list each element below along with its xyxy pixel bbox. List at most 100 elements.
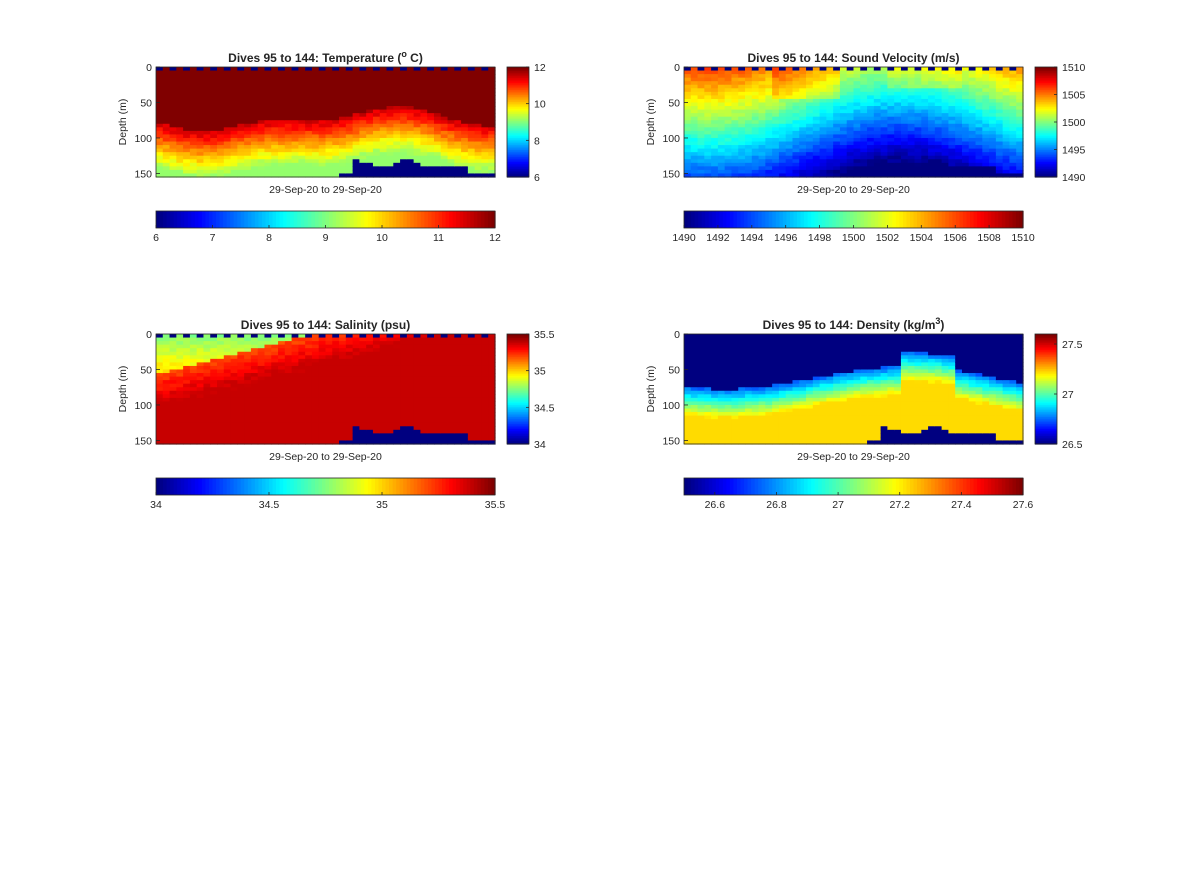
heatmap-cell <box>203 408 211 413</box>
heatmap-cell <box>393 419 401 424</box>
heatmap-cell <box>325 387 333 392</box>
heatmap-cell <box>792 123 800 128</box>
heatmap-cell <box>393 155 401 160</box>
heatmap-cell <box>731 373 739 378</box>
heatmap-cell <box>372 365 381 371</box>
heatmap-cell <box>826 173 834 178</box>
heatmap-cell <box>873 106 882 111</box>
heatmap-cell <box>345 84 354 89</box>
heatmap-cell <box>481 130 489 136</box>
heatmap-cell <box>162 130 171 136</box>
heatmap-cell <box>298 116 306 121</box>
heatmap-cell <box>325 436 333 442</box>
heatmap-cell <box>393 166 401 171</box>
heatmap-cell <box>305 404 313 410</box>
heatmap-cell <box>156 355 164 360</box>
heatmap-cell <box>765 102 773 107</box>
heatmap-cell <box>812 123 821 128</box>
heatmap-cell <box>413 344 422 349</box>
heatmap-cell <box>162 88 171 93</box>
heatmap-cell <box>467 81 476 86</box>
heatmap-cell <box>853 152 861 157</box>
heatmap-cell <box>257 102 266 107</box>
heatmap-cell <box>948 81 956 86</box>
heatmap-cell <box>819 91 827 96</box>
heatmap-cell <box>799 109 807 114</box>
heatmap-cell <box>731 394 739 399</box>
y-tick-label: 100 <box>134 400 152 412</box>
heatmap-cell <box>995 127 1004 132</box>
heatmap-cell <box>704 130 712 136</box>
heatmap-cell <box>203 401 211 406</box>
heatmap-cell <box>223 362 232 367</box>
heatmap-cell <box>481 152 489 157</box>
heatmap-cell <box>1009 95 1017 100</box>
heatmap-cell <box>183 77 191 82</box>
heatmap-cell <box>420 148 428 153</box>
heatmap-cell <box>372 159 381 164</box>
heatmap-cell <box>244 77 252 82</box>
heatmap-cell <box>433 436 442 442</box>
heatmap-cell <box>284 433 293 438</box>
heatmap-cell <box>711 436 719 442</box>
heatmap-cell <box>420 109 428 114</box>
heatmap-cell <box>758 77 766 82</box>
heatmap-cell <box>217 412 225 417</box>
heatmap-cell <box>1009 84 1017 89</box>
heatmap-cell <box>210 145 218 150</box>
heatmap-cell <box>724 408 733 413</box>
heatmap-cell <box>488 362 496 367</box>
heatmap-cell <box>731 341 739 346</box>
heatmap-cell <box>217 369 225 374</box>
heatmap-cell <box>934 74 943 79</box>
heatmap-cell <box>406 159 415 164</box>
heatmap-cell <box>826 109 834 114</box>
heatmap-cell <box>914 123 922 128</box>
heatmap-cell <box>420 120 428 125</box>
heatmap-cell <box>372 130 381 136</box>
heatmap-cell <box>433 67 442 72</box>
heatmap-cell <box>731 70 739 75</box>
heatmap-cell <box>406 120 415 125</box>
heatmap-cell <box>366 390 374 395</box>
heatmap-cell <box>176 362 184 367</box>
heatmap-cell <box>359 145 367 150</box>
heatmap-cell <box>751 134 760 139</box>
heatmap-cell <box>406 383 415 388</box>
heatmap-cell <box>311 334 320 339</box>
heatmap-cell <box>278 397 286 403</box>
heatmap-cell <box>393 91 401 96</box>
heatmap-cell <box>332 433 340 438</box>
y-axis-label: Depth (m) <box>117 366 129 413</box>
heatmap-cell <box>223 95 232 100</box>
heatmap-cell <box>982 70 990 75</box>
heatmap-cell <box>366 74 374 79</box>
heatmap-cell <box>738 98 746 104</box>
heatmap-cell <box>183 155 191 160</box>
heatmap-cell <box>345 383 354 388</box>
heatmap-cell <box>467 162 476 167</box>
heatmap-cell <box>278 88 286 93</box>
heatmap-cell <box>907 106 916 111</box>
heatmap-cell <box>311 162 320 167</box>
heatmap-cell <box>237 436 245 442</box>
heatmap-cell <box>386 440 394 445</box>
heatmap-cell <box>264 74 272 79</box>
heatmap-cell <box>1009 70 1017 75</box>
heatmap-cell <box>704 376 712 381</box>
colorbar-bottom-tick-label: 1498 <box>808 232 832 244</box>
heatmap-cell <box>169 419 177 424</box>
heatmap-cell <box>447 169 455 175</box>
heatmap-cell <box>400 362 408 367</box>
heatmap-cell <box>806 98 814 104</box>
heatmap-cell <box>196 162 205 167</box>
heatmap-cell <box>291 341 299 346</box>
heatmap-cell <box>406 169 415 175</box>
heatmap-cells <box>156 334 496 445</box>
heatmap-cell <box>169 162 177 167</box>
heatmap-cell <box>819 141 827 146</box>
heatmap-cell <box>352 116 360 121</box>
heatmap-cell <box>690 102 699 107</box>
heatmap-cell <box>332 98 340 104</box>
heatmap-cell <box>311 369 320 374</box>
